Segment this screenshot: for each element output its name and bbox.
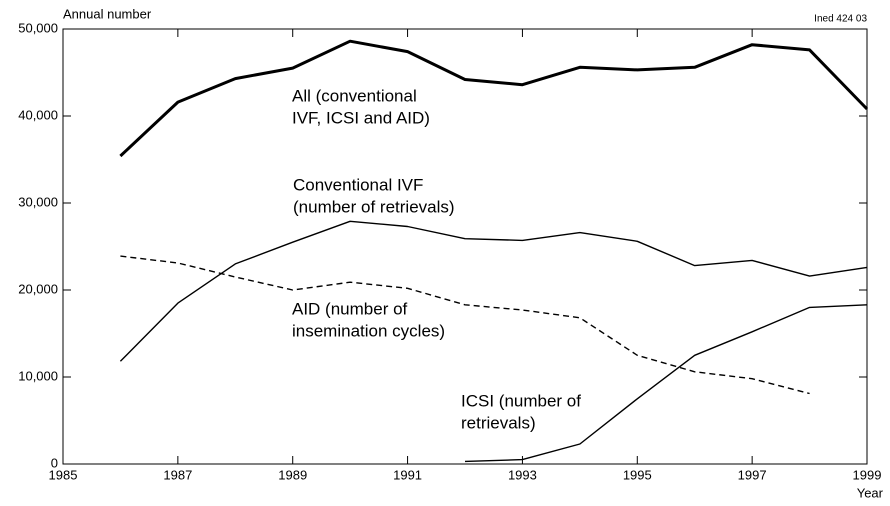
annotation: Conventional IVF: [293, 175, 423, 194]
annotation: IVF, ICSI and AID): [292, 108, 430, 127]
y-tick-label: 20,000: [18, 281, 58, 296]
source: Ined 424 03: [814, 14, 867, 25]
annotation: ICSI (number of: [461, 391, 581, 410]
annotation: insemination cycles): [292, 321, 445, 340]
plot-frame: [62, 28, 868, 465]
x-axis-label: Year: [857, 485, 884, 500]
annotation: AID (number of: [292, 299, 408, 318]
y-axis-label: Annual number: [63, 6, 152, 21]
x-tick-label: 1989: [278, 467, 307, 482]
x-tick-label: 1995: [623, 467, 652, 482]
series-line: [119, 39, 869, 158]
series-line: [120, 255, 810, 395]
x-tick-label: 1997: [738, 467, 767, 482]
y-tick-label: 10,000: [18, 368, 58, 383]
y-tick-label: 50,000: [18, 20, 58, 35]
x-tick-label: 1999: [853, 467, 882, 482]
x-tick-label: 1985: [49, 467, 78, 482]
y-tick-label: 0: [51, 455, 58, 470]
y-tick-label: 30,000: [18, 194, 58, 209]
y-tick-label: 40,000: [18, 107, 58, 122]
annotation: All (conventional: [292, 86, 417, 105]
x-tick-label: 1993: [508, 467, 537, 482]
x-tick-label: 1987: [163, 467, 192, 482]
annotation: retrievals): [461, 413, 536, 432]
annotation: (number of retrievals): [293, 197, 455, 216]
x-tick-label: 1991: [393, 467, 422, 482]
series-line: [464, 304, 868, 463]
series-line: [119, 220, 868, 362]
